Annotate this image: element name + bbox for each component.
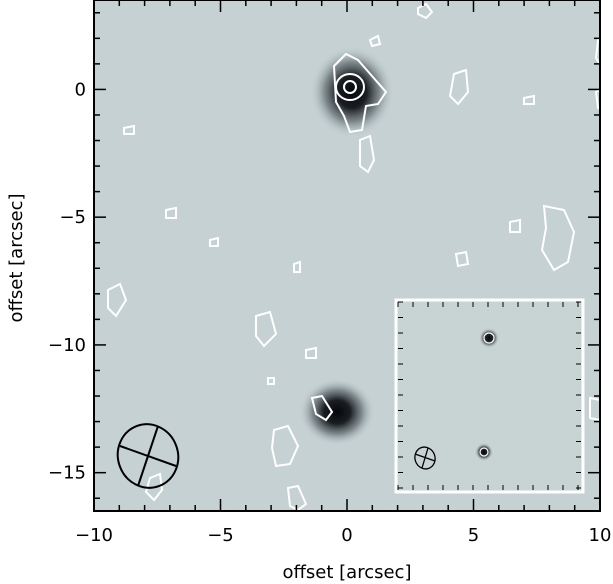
image-panel bbox=[94, 0, 608, 512]
y-axis-title: offset [arcsec] bbox=[6, 194, 27, 323]
contours bbox=[107, 2, 608, 512]
x-tick-label: −5 bbox=[207, 525, 234, 546]
inset-ticks bbox=[397, 301, 581, 490]
y-tick-label: −5 bbox=[59, 207, 86, 228]
x-tick-labels: −10 −5 0 5 10 bbox=[75, 525, 611, 546]
inset-panel bbox=[394, 298, 585, 494]
beam-ellipse bbox=[116, 423, 180, 489]
y-tick-labels: −15 −10 −5 0 bbox=[48, 79, 86, 483]
y-tick-label: −15 bbox=[48, 463, 86, 484]
y-tick-label: −10 bbox=[48, 335, 86, 356]
inset-source-north bbox=[479, 328, 499, 348]
contour-tail bbox=[359, 134, 376, 174]
x-tick-label: −10 bbox=[75, 525, 113, 546]
inset-contour-south bbox=[479, 447, 489, 457]
x-tick-label: 10 bbox=[589, 525, 612, 546]
source-south bbox=[299, 378, 375, 446]
contour-outer bbox=[332, 52, 388, 134]
y-tick-label: 0 bbox=[75, 79, 86, 100]
x-tick-label: 5 bbox=[468, 525, 479, 546]
contour-inner bbox=[343, 80, 357, 94]
x-axis-title: offset [arcsec] bbox=[283, 562, 412, 583]
inset-source-south bbox=[475, 443, 493, 461]
inset-beam bbox=[414, 446, 436, 470]
axis-ticks bbox=[93, 0, 601, 511]
inset-contour-north bbox=[483, 332, 495, 344]
x-tick-label: 0 bbox=[341, 525, 352, 546]
